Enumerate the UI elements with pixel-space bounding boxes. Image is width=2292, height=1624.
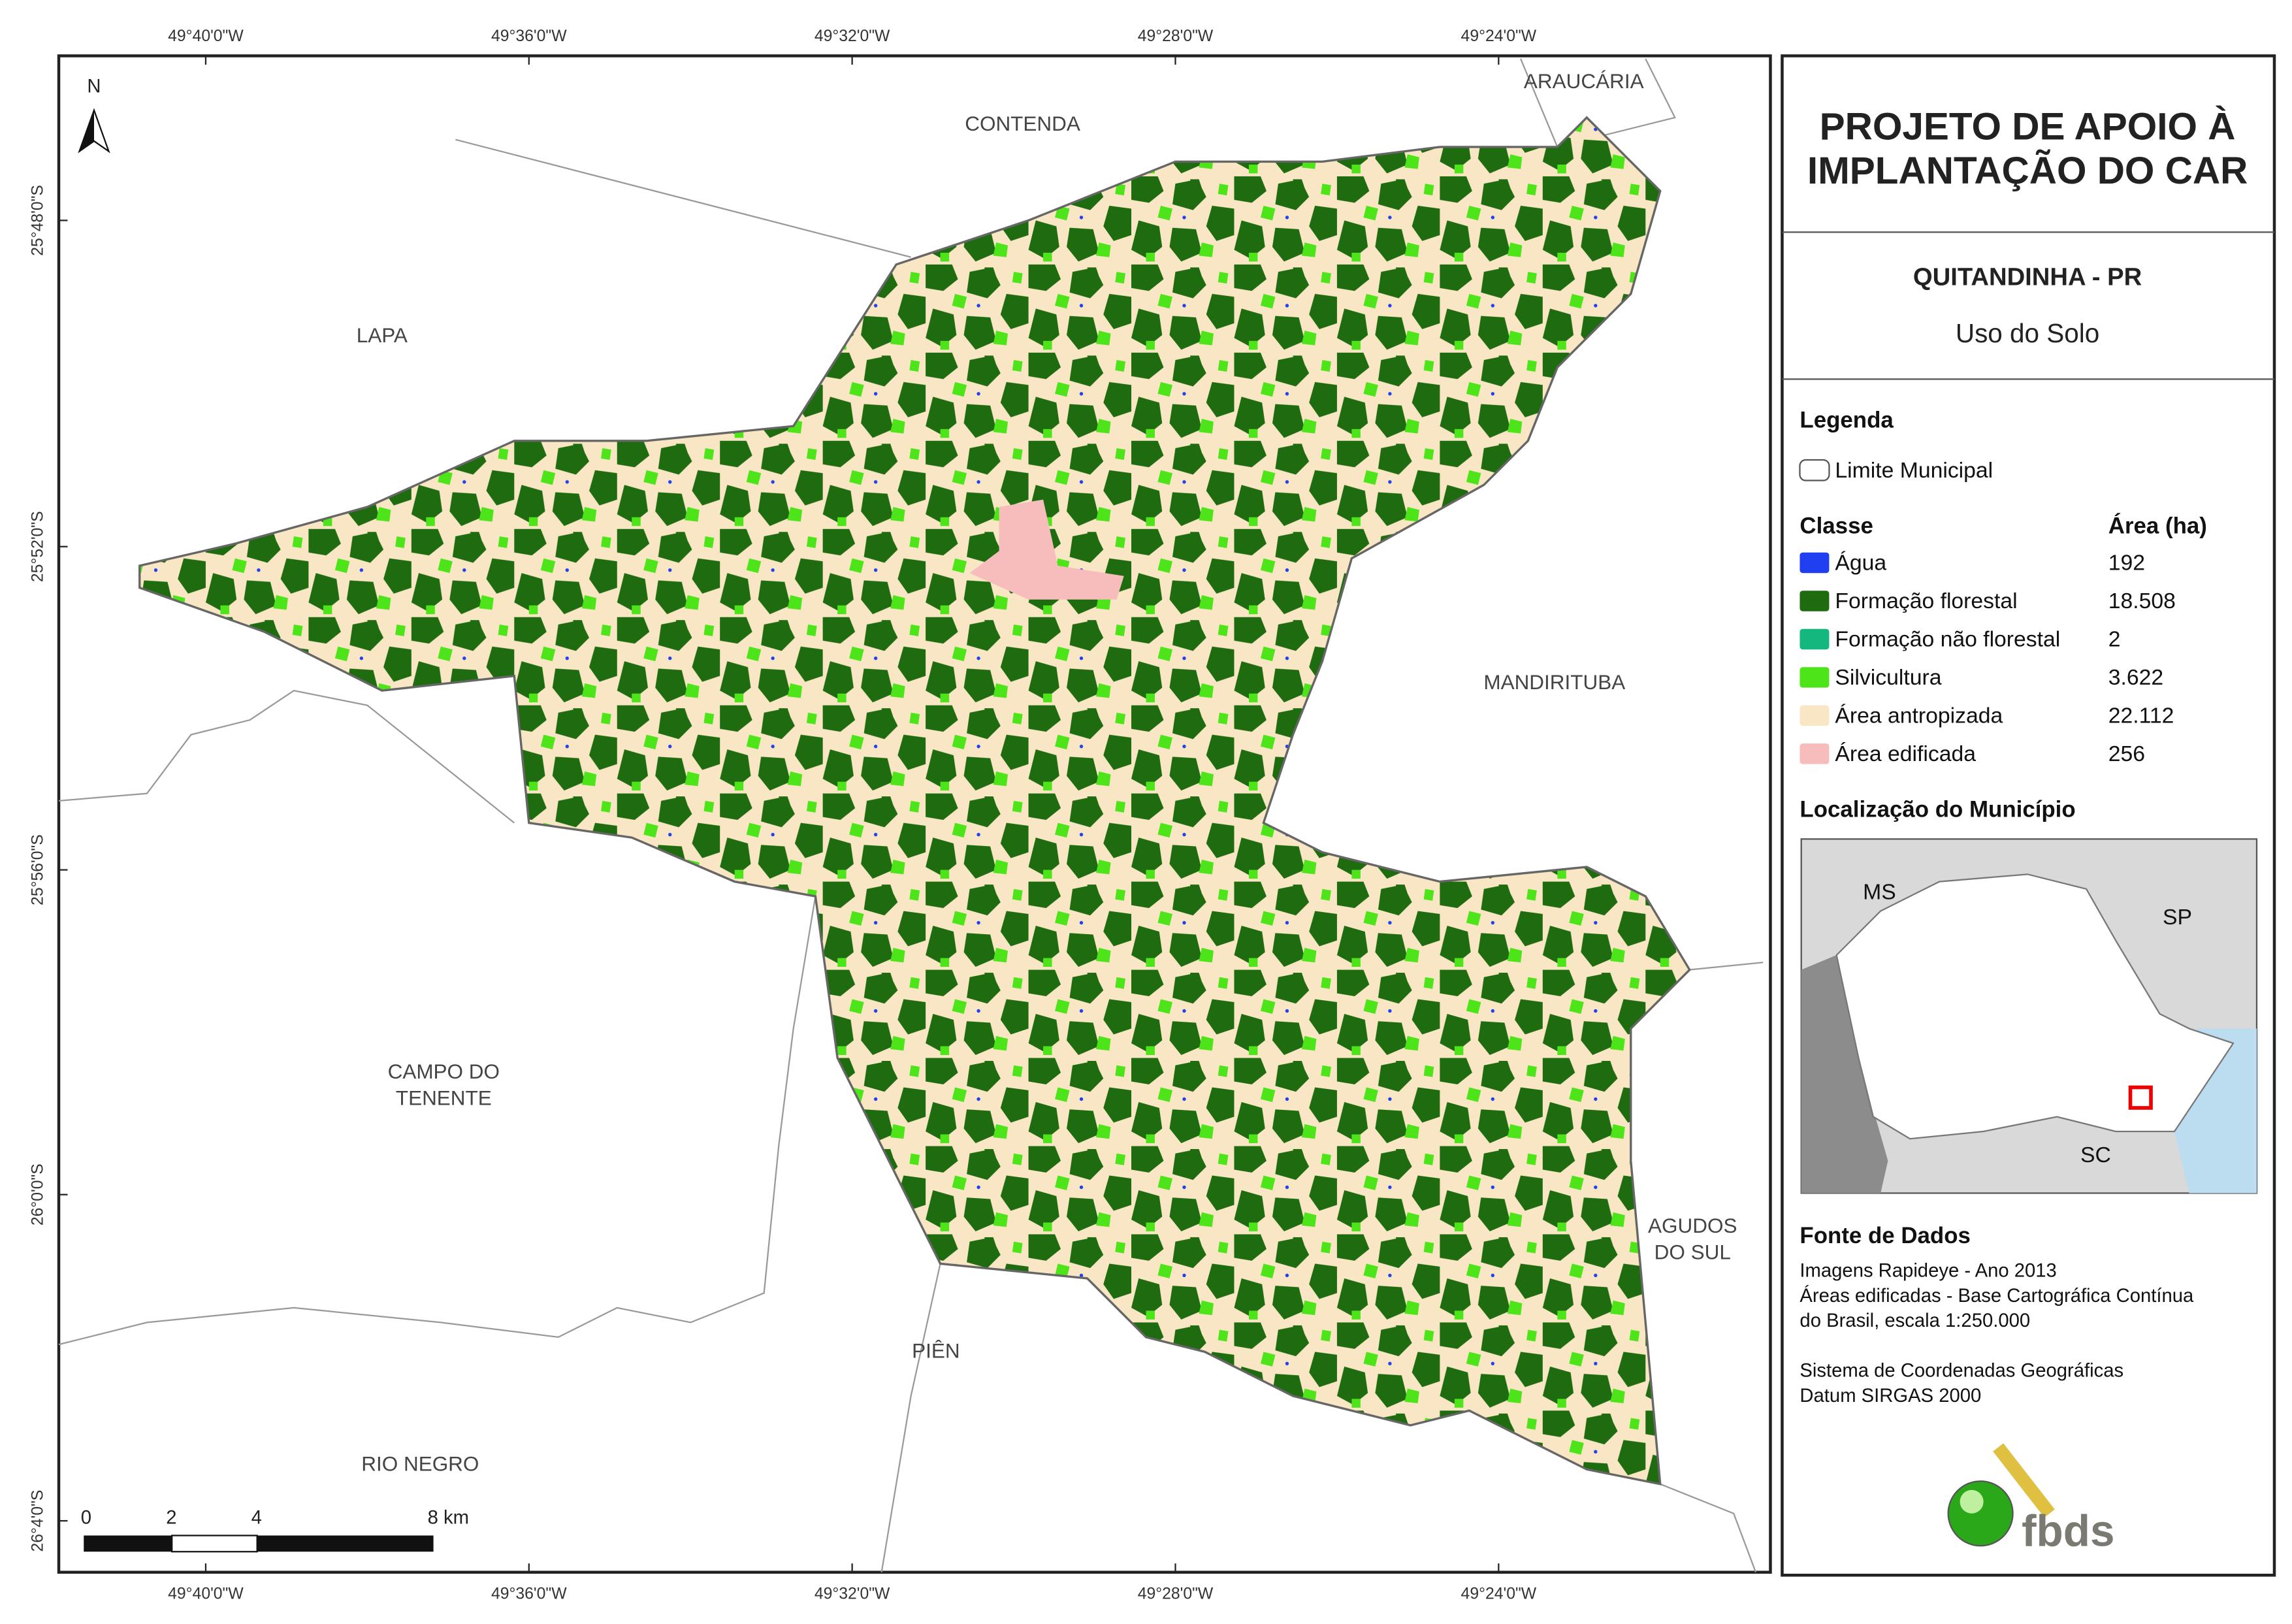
logo: fbds	[1947, 1443, 2115, 1555]
source-line: do Brasil, escala 1:250.000	[1800, 1310, 2030, 1331]
class-area: 22.112	[2108, 704, 2174, 728]
class-name: Área edificada	[1835, 741, 1976, 766]
neighbor-label: MANDIRITUBA	[1483, 670, 1625, 694]
class-swatch	[1800, 552, 1830, 574]
source-line: Sistema de Coordenadas Geográficas	[1800, 1361, 2123, 1382]
class-name: Formação não florestal	[1835, 627, 2060, 652]
locator-map	[1800, 838, 2258, 1194]
title: PROJETO DE APOIO À	[1820, 105, 2236, 148]
class-area: 18.508	[2108, 589, 2176, 613]
title: IMPLANTAÇÃO DO CAR	[1807, 149, 2248, 192]
lon-label: 49°32'0"W	[815, 1585, 890, 1602]
neighbor-label: DO SUL	[1654, 1241, 1731, 1264]
boundary-label: Limite Municipal	[1835, 458, 1993, 483]
lat-label: 26°0'0"S	[29, 1163, 46, 1226]
neighbor-label: CAMPO DO	[388, 1060, 500, 1083]
lat-label: 26°4'0"S	[29, 1490, 46, 1552]
scale-label: 4	[251, 1508, 262, 1529]
neighbor-label: AGUDOS	[1648, 1214, 1737, 1237]
locator-label: SC	[2080, 1143, 2111, 1167]
source-line: Imagens Rapideye - Ano 2013	[1800, 1261, 2056, 1282]
class-swatch	[1800, 591, 1830, 611]
boundary-swatch	[1799, 459, 1830, 481]
class-swatch	[1800, 628, 1830, 650]
municipality: QUITANDINHA - PR	[1913, 263, 2142, 291]
lat-label: 25°56'0"S	[29, 834, 46, 905]
class-name: Água	[1835, 551, 1886, 576]
municipality-land-use	[138, 116, 1691, 1486]
location-title: Localização do Município	[1800, 797, 2075, 822]
class-area: 3.622	[2108, 665, 2163, 690]
north-label: N	[87, 76, 101, 97]
neighbor-label: CONTENDA	[965, 112, 1080, 135]
scale-label: 2	[166, 1508, 176, 1529]
subtitle: Uso do Solo	[1956, 318, 2099, 348]
lon-label: 49°28'0"W	[1138, 27, 1214, 45]
class-header: Classe	[1800, 513, 1873, 539]
sources-title: Fonte de Dados	[1800, 1223, 1970, 1248]
logo-text: fbds	[2022, 1506, 2114, 1555]
lon-label: 49°40'0"W	[168, 1585, 244, 1602]
class-name: Formação florestal	[1835, 589, 2017, 613]
class-name: Silvicultura	[1835, 665, 1941, 690]
urban-area	[969, 499, 1124, 600]
lat-label: 25°52'0"S	[29, 511, 46, 582]
neighbor-label: LAPA	[357, 323, 408, 347]
scale-label: 8 km	[428, 1508, 469, 1529]
class-name: Área antropizada	[1835, 704, 2003, 728]
neighbor-boundaries	[58, 58, 1764, 1573]
scale-bar	[84, 1535, 434, 1553]
area-header: Área (ha)	[2108, 513, 2207, 539]
class-area: 256	[2108, 741, 2145, 766]
locator-label: MS	[1863, 880, 1896, 905]
lon-label: 49°32'0"W	[815, 27, 890, 45]
source-line: Datum SIRGAS 2000	[1800, 1386, 1981, 1406]
source-line: Áreas edificadas - Base Cartográfica Con…	[1800, 1285, 2194, 1307]
side-panel	[1781, 54, 2276, 1577]
lon-label: 49°24'0"W	[1461, 27, 1537, 45]
legend-title: Legenda	[1800, 408, 1894, 433]
lon-label: 49°36'0"W	[491, 1585, 567, 1602]
north-arrow: N	[78, 76, 110, 154]
lon-label: 49°28'0"W	[1138, 1585, 1214, 1602]
neighbor-label: ARAUCÁRIA	[1524, 69, 1644, 93]
scale-label: 0	[81, 1508, 91, 1529]
locator-label: SP	[2163, 905, 2192, 930]
lon-label: 49°40'0"W	[168, 27, 244, 45]
class-area: 2	[2108, 627, 2121, 652]
neighbor-label: PIÊN	[912, 1339, 960, 1362]
neighbor-label: RIO NEGRO	[361, 1452, 479, 1476]
class-area: 192	[2108, 551, 2145, 576]
lat-label: 25°48'0"S	[29, 185, 46, 256]
class-swatch	[1800, 743, 1830, 764]
class-swatch	[1800, 667, 1830, 688]
neighbor-label: TENENTE	[396, 1086, 492, 1109]
class-swatch	[1800, 705, 1830, 726]
lon-label: 49°24'0"W	[1461, 1585, 1537, 1602]
lon-label: 49°36'0"W	[491, 27, 567, 45]
